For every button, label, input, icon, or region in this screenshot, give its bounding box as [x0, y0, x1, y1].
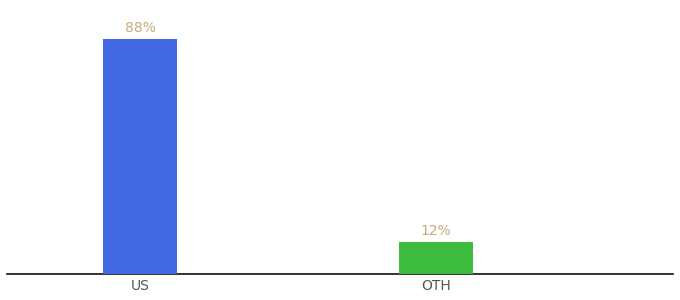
Text: 88%: 88% [124, 21, 156, 35]
Bar [103, 39, 177, 274]
Bar [399, 242, 473, 274]
Text: 12%: 12% [421, 224, 452, 238]
